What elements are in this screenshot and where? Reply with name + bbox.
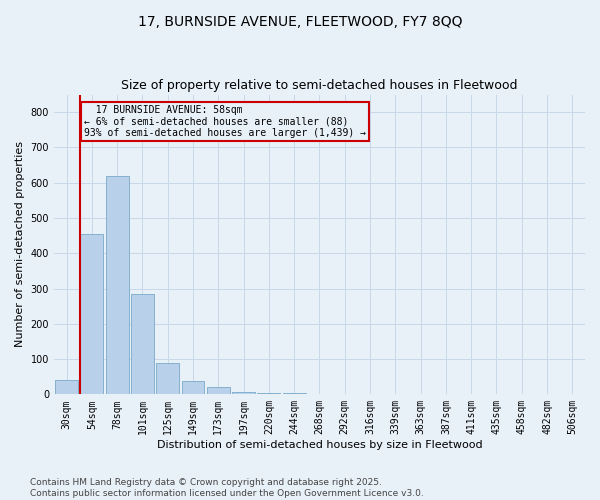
Bar	[207, 388, 230, 394]
Text: 17 BURNSIDE AVENUE: 58sqm
← 6% of semi-detached houses are smaller (88)
93% of s: 17 BURNSIDE AVENUE: 58sqm ← 6% of semi-d…	[84, 105, 366, 138]
Title: Size of property relative to semi-detached houses in Fleetwood: Size of property relative to semi-detach…	[121, 79, 518, 92]
Bar	[157, 362, 179, 394]
Text: Contains HM Land Registry data © Crown copyright and database right 2025.
Contai: Contains HM Land Registry data © Crown c…	[30, 478, 424, 498]
X-axis label: Distribution of semi-detached houses by size in Fleetwood: Distribution of semi-detached houses by …	[157, 440, 482, 450]
Bar	[257, 392, 280, 394]
Bar	[182, 382, 205, 394]
Bar	[106, 176, 128, 394]
Bar	[232, 392, 255, 394]
Text: 17, BURNSIDE AVENUE, FLEETWOOD, FY7 8QQ: 17, BURNSIDE AVENUE, FLEETWOOD, FY7 8QQ	[138, 15, 462, 29]
Bar	[55, 380, 78, 394]
Bar	[80, 234, 103, 394]
Bar	[131, 294, 154, 394]
Y-axis label: Number of semi-detached properties: Number of semi-detached properties	[15, 142, 25, 348]
